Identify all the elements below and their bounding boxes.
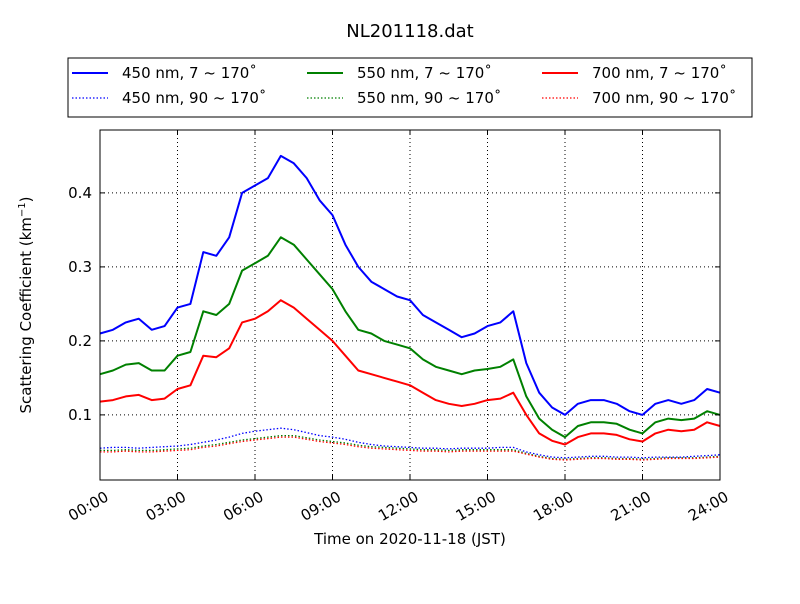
y-axis-label-close: )	[17, 196, 35, 202]
y-axis-label-exp: −1	[17, 202, 28, 217]
x-tick-label: 24:00	[685, 488, 731, 525]
series-line-3	[100, 434, 721, 460]
legend-label-4: 700 nm, 7 ~ 170˚	[592, 64, 727, 82]
tick-labels: 00:00 03:00 06:00 09:00 12:00 15:00 18:00 21:00…	[65, 184, 731, 525]
x-tick-label: 15:00	[453, 488, 499, 525]
y-tick-label: 0.3	[68, 258, 92, 276]
series-group	[99, 154, 721, 461]
x-tick-label: 18:00	[530, 488, 576, 525]
legend-label-3: 550 nm, 90 ~ 170˚	[357, 89, 501, 107]
x-tick-label: 06:00	[220, 488, 266, 525]
x-tick-label: 09:00	[298, 488, 344, 525]
y-axis-label: Scattering Coefficient (km−1)	[17, 196, 35, 413]
chart-title: NL201118.dat	[346, 21, 473, 42]
x-tick-label: 00:00	[65, 488, 111, 525]
x-tick-label: 12:00	[375, 488, 421, 525]
x-tick-label: 03:00	[143, 488, 189, 525]
legend-label-0: 450 nm, 7 ~ 170˚	[122, 64, 257, 82]
ticks	[99, 130, 721, 480]
series-line-1	[99, 427, 721, 459]
legend-label-2: 550 nm, 7 ~ 170˚	[357, 64, 492, 82]
series-line-4	[99, 299, 721, 446]
y-tick-label: 0.2	[68, 332, 92, 350]
series-line-5	[100, 436, 721, 461]
series-line-2	[99, 236, 721, 439]
y-tick-label: 0.1	[68, 406, 92, 424]
grid	[100, 130, 720, 480]
legend-box	[67, 57, 753, 118]
y-tick-label: 0.4	[68, 184, 92, 202]
x-axis-label: Time on 2020-11-18 (JST)	[313, 530, 506, 548]
series-line-0	[99, 154, 721, 416]
legend-label-5: 700 nm, 90 ~ 170˚	[592, 89, 736, 107]
legend-label-1: 450 nm, 90 ~ 170˚	[122, 89, 266, 107]
legend: 450 nm, 7 ~ 170˚ 550 nm, 7 ~ 170˚ 700 nm, …	[67, 57, 753, 118]
x-tick-label: 21:00	[608, 488, 654, 525]
y-axis-label-main: Scattering Coefficient (km	[17, 217, 35, 413]
